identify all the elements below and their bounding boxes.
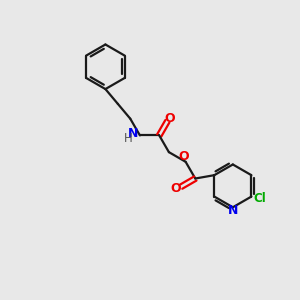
Text: N: N (228, 204, 238, 217)
Text: O: O (170, 182, 181, 195)
Text: H: H (124, 133, 133, 146)
Text: N: N (128, 127, 139, 140)
Text: O: O (179, 150, 189, 163)
Text: Cl: Cl (253, 192, 266, 205)
Text: O: O (164, 112, 175, 125)
